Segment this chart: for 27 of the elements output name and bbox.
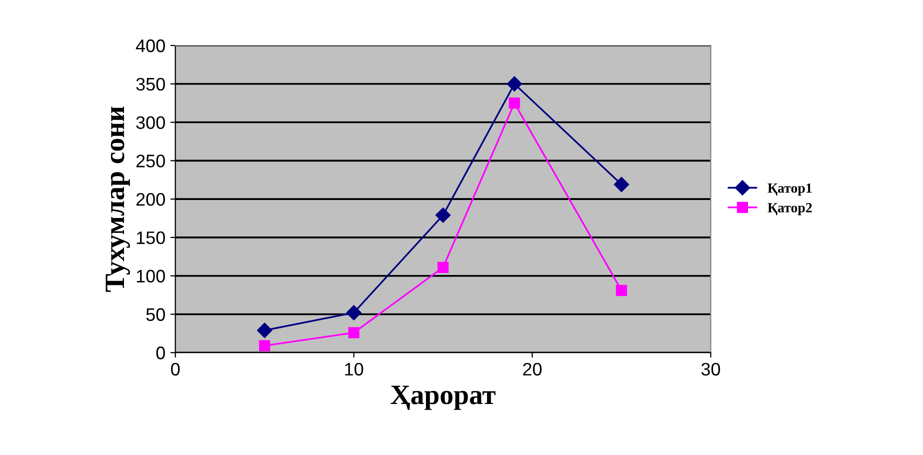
point (257, 322, 272, 338)
point (259, 340, 270, 352)
point (348, 327, 360, 338)
point (435, 208, 451, 223)
y-tick-label: 150 (136, 231, 165, 244)
point (614, 176, 630, 192)
point (616, 284, 628, 296)
y-tick-label: 400 (136, 39, 165, 52)
x-tick-label: 20 (523, 362, 542, 376)
y-tick-label: 50 (146, 308, 165, 321)
x-tick-label: 0 (171, 362, 180, 376)
point (437, 262, 449, 273)
point (346, 305, 362, 320)
y-tick-label: 200 (136, 192, 165, 206)
y-tick-label: 100 (136, 270, 165, 283)
x-axis-title: Ҳарорат (390, 386, 496, 410)
point (506, 76, 522, 92)
x-tick-label: 30 (701, 362, 720, 376)
y-axis-title: Тухумлар сони (106, 106, 130, 292)
y-tick-label: 300 (136, 116, 165, 129)
legend-label: Қатор1 (768, 183, 812, 196)
y-tick-label: 350 (136, 78, 165, 91)
point (508, 98, 520, 109)
y-tick-label: 250 (136, 154, 165, 168)
legend-label: Қатор2 (768, 203, 812, 216)
x-tick-label: 10 (345, 362, 364, 376)
y-tick-label: 0 (156, 346, 165, 360)
